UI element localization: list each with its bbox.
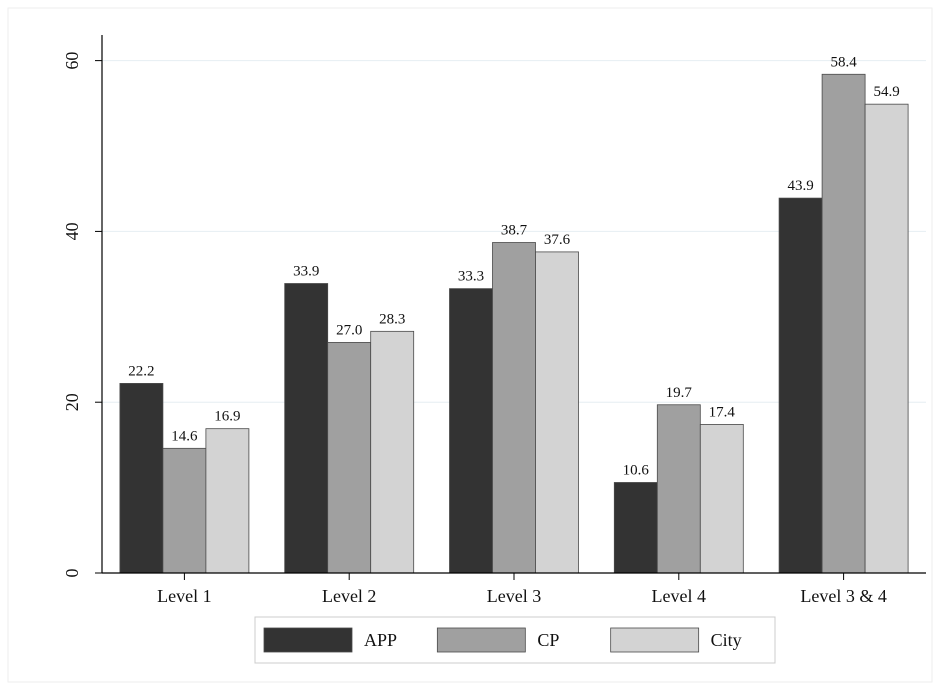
bar-city-level-3-and-4	[864, 103, 909, 574]
data-label-cp-level-3: 38.7	[501, 223, 528, 239]
bar-cp-level-4	[656, 404, 701, 574]
axes-group: 0 20 40 60 Level 1 Level 2 Level 3 Level 4 Level…	[62, 35, 926, 606]
data-label-city-level-3-and-4: 54.9	[873, 84, 899, 100]
data-label-app-level-3-and-4: 43.9	[787, 178, 813, 194]
bar-cp-level-1	[162, 447, 207, 574]
bar-app-level-1	[119, 383, 164, 574]
x-tick-label-level-1: Level 1	[157, 586, 211, 606]
data-label-app-level-1: 22.2	[128, 363, 154, 379]
y-tick-label-20: 20	[62, 393, 82, 411]
x-tick-label-level-4: Level 4	[652, 586, 706, 606]
legend-swatch-city	[610, 627, 700, 653]
bar-app-level-3	[449, 288, 493, 574]
data-labels-group: 22.2 14.6 16.9 33.9 27.0 28.3 33.3 38.7 37.6 10.6…	[128, 54, 899, 478]
legend-label-app: APP	[364, 630, 397, 650]
data-label-cp-level-4: 19.7	[666, 385, 693, 401]
y-tick-label-40: 40	[62, 222, 82, 240]
bar-app-level-2	[284, 283, 329, 574]
bars-group	[119, 73, 909, 574]
bar-cp-level-2	[327, 342, 372, 574]
legend-swatch-cp	[436, 627, 526, 653]
data-label-cp-level-1: 14.6	[171, 428, 198, 444]
bar-app-level-4	[613, 482, 658, 574]
data-label-app-level-3: 33.3	[458, 269, 484, 285]
bar-city-level-2	[370, 330, 415, 574]
bar-city-level-1	[205, 428, 250, 574]
x-tick-label-level-2: Level 2	[322, 586, 376, 606]
data-label-app-level-2: 33.9	[293, 264, 319, 280]
chart-frame	[7, 7, 933, 683]
y-tick-label-60: 60	[62, 52, 82, 70]
data-label-city-level-1: 16.9	[214, 409, 240, 425]
y-tick-label-0: 0	[62, 569, 82, 578]
bar-cp-level-3-and-4	[821, 73, 866, 574]
data-label-city-level-3: 37.6	[544, 232, 571, 248]
legend: APP CP City	[254, 616, 776, 664]
bar-city-level-4	[699, 424, 744, 574]
data-label-city-level-2: 28.3	[379, 311, 405, 327]
x-tick-label-level-3: Level 3	[487, 586, 541, 606]
legend-label-cp: CP	[537, 630, 559, 650]
data-label-app-level-4: 10.6	[623, 462, 650, 478]
data-label-cp-level-3-and-4: 58.4	[830, 54, 857, 70]
x-tick-label-level-3-and-4: Level 3 & 4	[800, 586, 886, 606]
legend-swatch-app	[263, 627, 353, 653]
data-label-cp-level-2: 27.0	[336, 322, 362, 338]
bar-city-level-3	[535, 251, 579, 574]
bar-app-level-3-and-4	[778, 197, 823, 574]
legend-label-city: City	[711, 630, 742, 650]
bar-cp-level-3	[492, 242, 536, 574]
data-label-city-level-4: 17.4	[709, 404, 736, 420]
